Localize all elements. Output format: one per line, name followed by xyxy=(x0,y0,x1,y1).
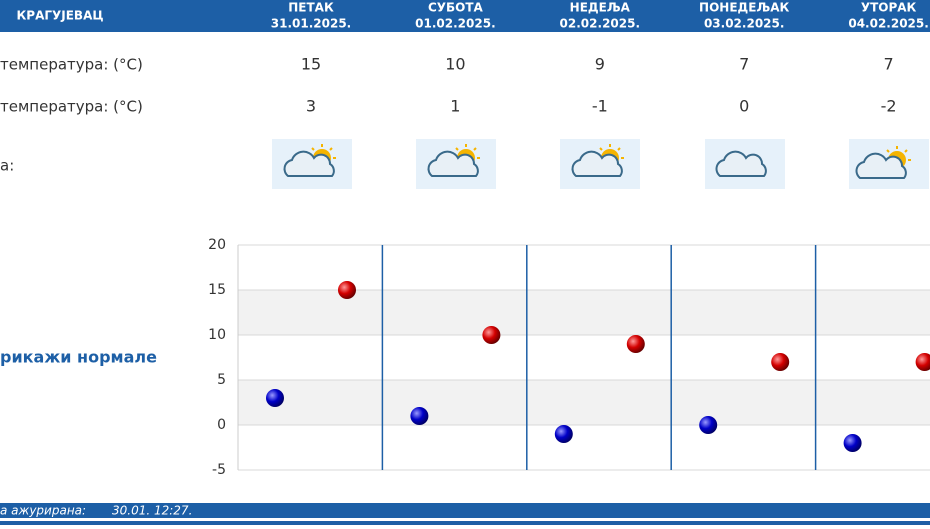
y-tick-label: -5 xyxy=(212,462,226,478)
y-tick-label: 5 xyxy=(217,372,226,388)
y-tick-label: 10 xyxy=(208,327,226,343)
temperature-dot xyxy=(915,353,930,371)
y-tick-label: 20 xyxy=(208,237,226,253)
day-date: 01.02.2025. xyxy=(415,17,495,31)
grid-band xyxy=(238,380,930,425)
city: КРАГУЈЕВАЦ xyxy=(16,9,103,23)
grid-band xyxy=(238,290,930,335)
day-date: 02.02.2025. xyxy=(560,17,640,31)
temperature-value: 3 xyxy=(306,97,316,116)
y-tick-label: 0 xyxy=(217,417,226,433)
temperature-value: 15 xyxy=(301,55,321,74)
footer-bar xyxy=(0,503,930,518)
row-label: температура: (°C) xyxy=(0,56,143,74)
temperature-dot xyxy=(626,335,645,353)
temperature-dot xyxy=(771,353,790,371)
temperature-value: 0 xyxy=(739,97,749,116)
normals-link[interactable]: рикажи нормале xyxy=(0,348,157,367)
day-name: ПОНЕДЕЉАК xyxy=(699,1,790,15)
day-date: 04.02.2025. xyxy=(848,17,928,31)
day-name: СУБОТА xyxy=(428,1,484,15)
temperature-value: 1 xyxy=(450,97,460,116)
y-tick-label: 15 xyxy=(208,282,226,298)
row-label: температура: (°C) xyxy=(0,98,143,116)
day-name: УТОРАК xyxy=(861,1,917,15)
weather-icons xyxy=(272,139,929,189)
day-date: 31.01.2025. xyxy=(271,17,351,31)
footer-label: а ажурирана: xyxy=(0,504,86,518)
day-date: 03.02.2025. xyxy=(704,17,784,31)
footer-line xyxy=(0,521,930,525)
day-name: НЕДЕЉА xyxy=(570,1,631,15)
row-label: а: xyxy=(0,157,14,175)
temperature-value: -1 xyxy=(592,97,608,116)
temperature-dot xyxy=(338,281,356,299)
temperature-dot xyxy=(554,425,573,443)
temperature-dot xyxy=(699,416,718,434)
temperature-value: 7 xyxy=(739,55,749,74)
temperature-dot xyxy=(266,389,284,407)
temperature-value: -2 xyxy=(881,97,897,116)
day-name: ПЕТАК xyxy=(288,1,334,15)
temperature-dot xyxy=(482,326,501,344)
temperature-value: 9 xyxy=(595,55,605,74)
temperature-dot xyxy=(410,407,429,425)
header-bar xyxy=(0,0,930,32)
temperature-value: 7 xyxy=(884,55,894,74)
temperature-value: 10 xyxy=(445,55,465,74)
footer-time: 30.01. 12:27. xyxy=(112,504,192,518)
temperature-dot xyxy=(843,434,862,452)
